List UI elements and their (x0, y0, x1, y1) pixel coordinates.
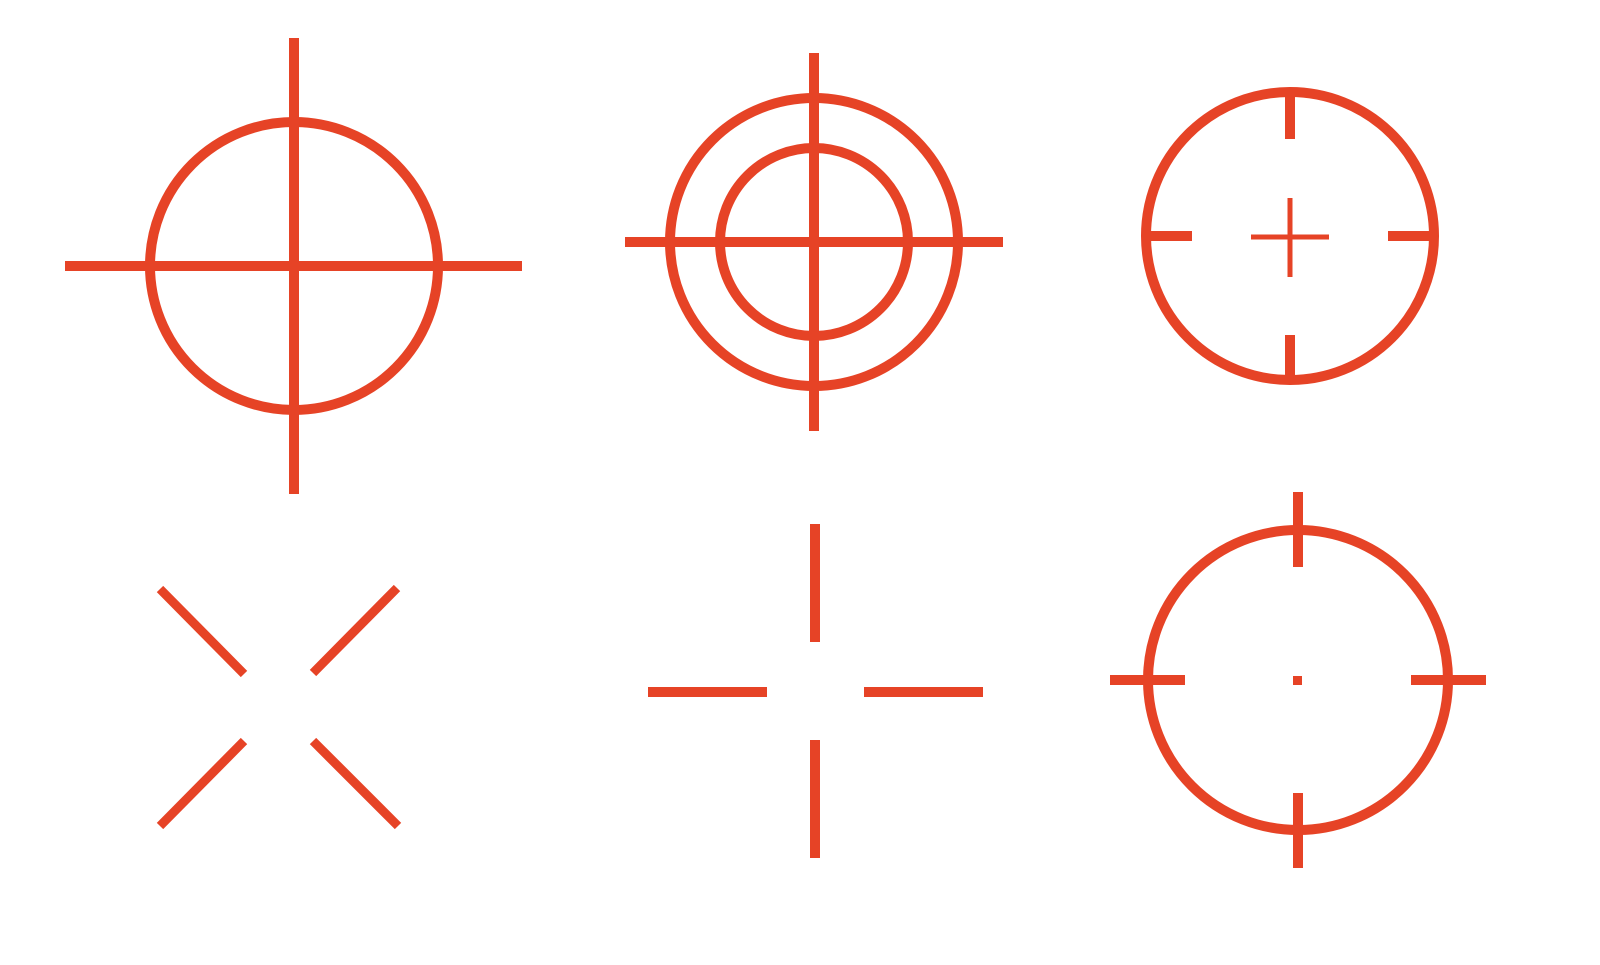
crosshair-circle-icon (65, 38, 522, 494)
crosshair-double-circle-icon (625, 53, 1003, 431)
crosshair-circle-ticks-icon (1141, 87, 1439, 385)
crosshair-gap-icon (648, 524, 983, 858)
crosshair-circle-dot-icon (1110, 492, 1486, 868)
crosshair-diagonal-icon (156, 584, 402, 830)
